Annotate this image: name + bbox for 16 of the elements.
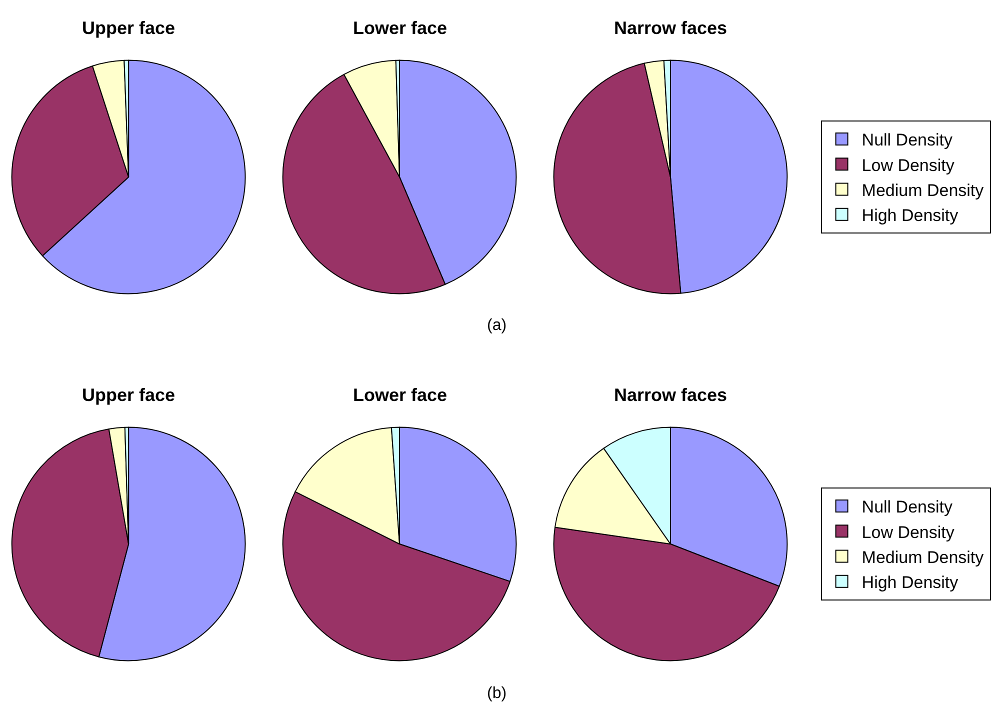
legend-label: Medium Density bbox=[862, 180, 984, 200]
slice-label: Narrow faces bbox=[614, 385, 728, 405]
text: (a) bbox=[487, 317, 507, 334]
legend-label: Low Density bbox=[862, 522, 955, 542]
legend-label: Medium Density bbox=[862, 548, 984, 567]
slice-label: Lower face bbox=[353, 18, 448, 38]
legend-label: Null Density bbox=[862, 498, 953, 517]
legend-label: Null Density bbox=[862, 130, 953, 150]
slice-label: Upper face bbox=[82, 18, 176, 38]
slice-label: Lower face bbox=[353, 385, 448, 405]
legend-label: High Density bbox=[862, 206, 959, 225]
text: (b) bbox=[487, 685, 507, 702]
slice-label: Narrow faces bbox=[614, 18, 728, 38]
legend-label: High Density bbox=[862, 572, 959, 592]
legend-label: Low Density bbox=[862, 156, 955, 175]
slice-label: Upper face bbox=[82, 385, 176, 405]
